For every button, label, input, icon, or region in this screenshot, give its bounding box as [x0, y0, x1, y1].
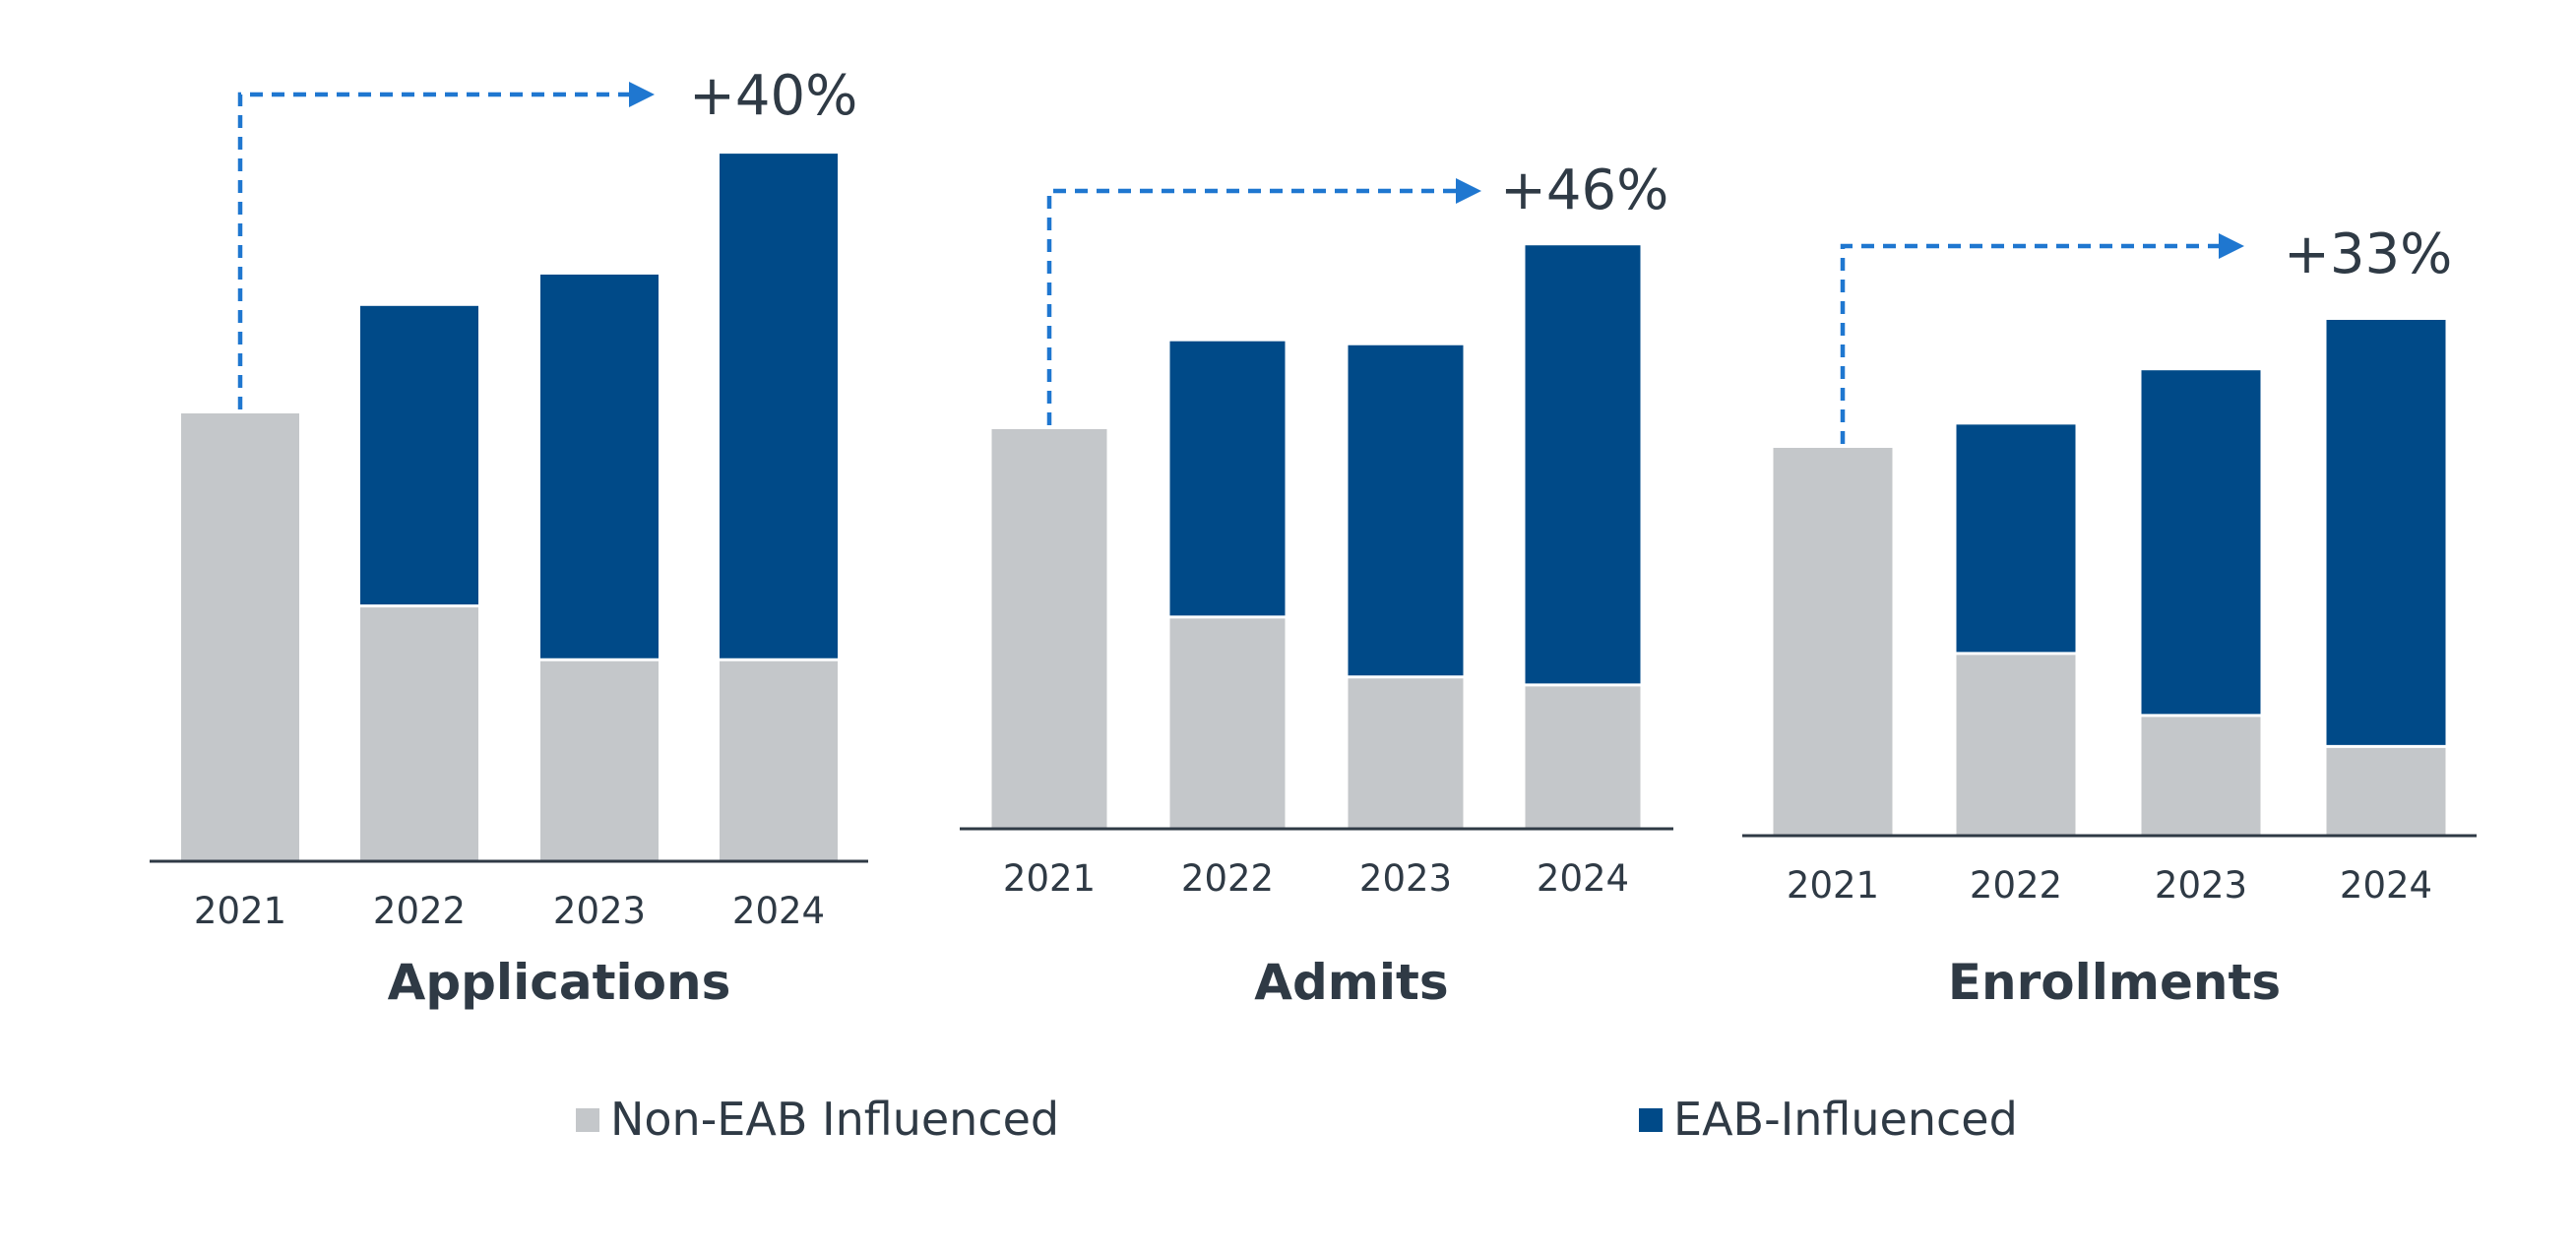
bar-non-eab-2023 [2141, 715, 2261, 836]
bar-eab-2022 [1956, 424, 2076, 654]
bar-eab-2023 [540, 274, 659, 660]
growth-annotation: +40% [689, 64, 857, 128]
chart-admits: Admits +46% 2021 2022 2023 2024 [960, 158, 1673, 1011]
x-tick-label: 2021 [1003, 857, 1096, 900]
bar-non-eab-2021 [181, 413, 299, 861]
growth-arrow-head-icon [629, 82, 655, 107]
legend-label-non-eab: Non-EAB Influenced [610, 1093, 1059, 1146]
bar-eab-2024 [1525, 245, 1641, 685]
bar-non-eab-2024 [1525, 684, 1641, 829]
x-tick-label: 2022 [1970, 864, 2062, 907]
x-tick-label: 2021 [194, 890, 286, 932]
x-tick-label: 2023 [1359, 857, 1452, 900]
bar-non-eab-2024 [2326, 746, 2446, 836]
legend-label-eab: EAB-Influenced [1673, 1093, 2018, 1146]
chart-title: Admits [1254, 954, 1448, 1011]
chart-applications: Applications +40% 2021 2022 2023 2024 [150, 64, 868, 1011]
bar-non-eab-2023 [540, 659, 659, 861]
bar-non-eab-2021 [991, 429, 1107, 829]
bar-eab-2022 [1169, 341, 1286, 617]
legend-swatch-non-eab [576, 1108, 599, 1132]
growth-arrow-line [1840, 243, 2223, 444]
x-tick-label: 2024 [2340, 864, 2432, 907]
growth-arrow-line [237, 92, 633, 409]
chart-enrollments: Enrollments +33% 2021 2022 2023 2024 [1742, 222, 2477, 1011]
growth-arrow-line [1046, 188, 1460, 425]
legend: Non-EAB Influenced EAB-Influenced [576, 1093, 2018, 1146]
legend-swatch-eab [1639, 1108, 1663, 1132]
bar-eab-2024 [2326, 319, 2446, 747]
bar-non-eab-2022 [1956, 653, 2076, 836]
bar-eab-2022 [360, 305, 478, 606]
bar-eab-2024 [720, 154, 838, 660]
bar-eab-2023 [2141, 370, 2261, 716]
x-tick-label: 2022 [373, 890, 466, 932]
bar-non-eab-2022 [1169, 616, 1286, 829]
bar-non-eab-2023 [1348, 676, 1464, 829]
chart-title: Applications [388, 954, 731, 1011]
growth-arrow-head-icon [2219, 233, 2244, 259]
growth-arrow-head-icon [1456, 178, 1481, 204]
x-tick-label: 2022 [1181, 857, 1274, 900]
bar-non-eab-2022 [360, 605, 478, 861]
chart-title: Enrollments [1948, 954, 2281, 1011]
growth-annotation: +33% [2284, 222, 2452, 286]
x-tick-label: 2023 [553, 890, 646, 932]
x-tick-label: 2024 [1537, 857, 1629, 900]
x-tick-label: 2024 [732, 890, 825, 932]
bar-non-eab-2021 [1773, 448, 1893, 836]
bar-eab-2023 [1348, 345, 1464, 677]
x-tick-label: 2023 [2155, 864, 2247, 907]
bar-non-eab-2024 [720, 659, 838, 861]
x-tick-label: 2021 [1787, 864, 1879, 907]
growth-annotation: +46% [1500, 158, 1668, 222]
